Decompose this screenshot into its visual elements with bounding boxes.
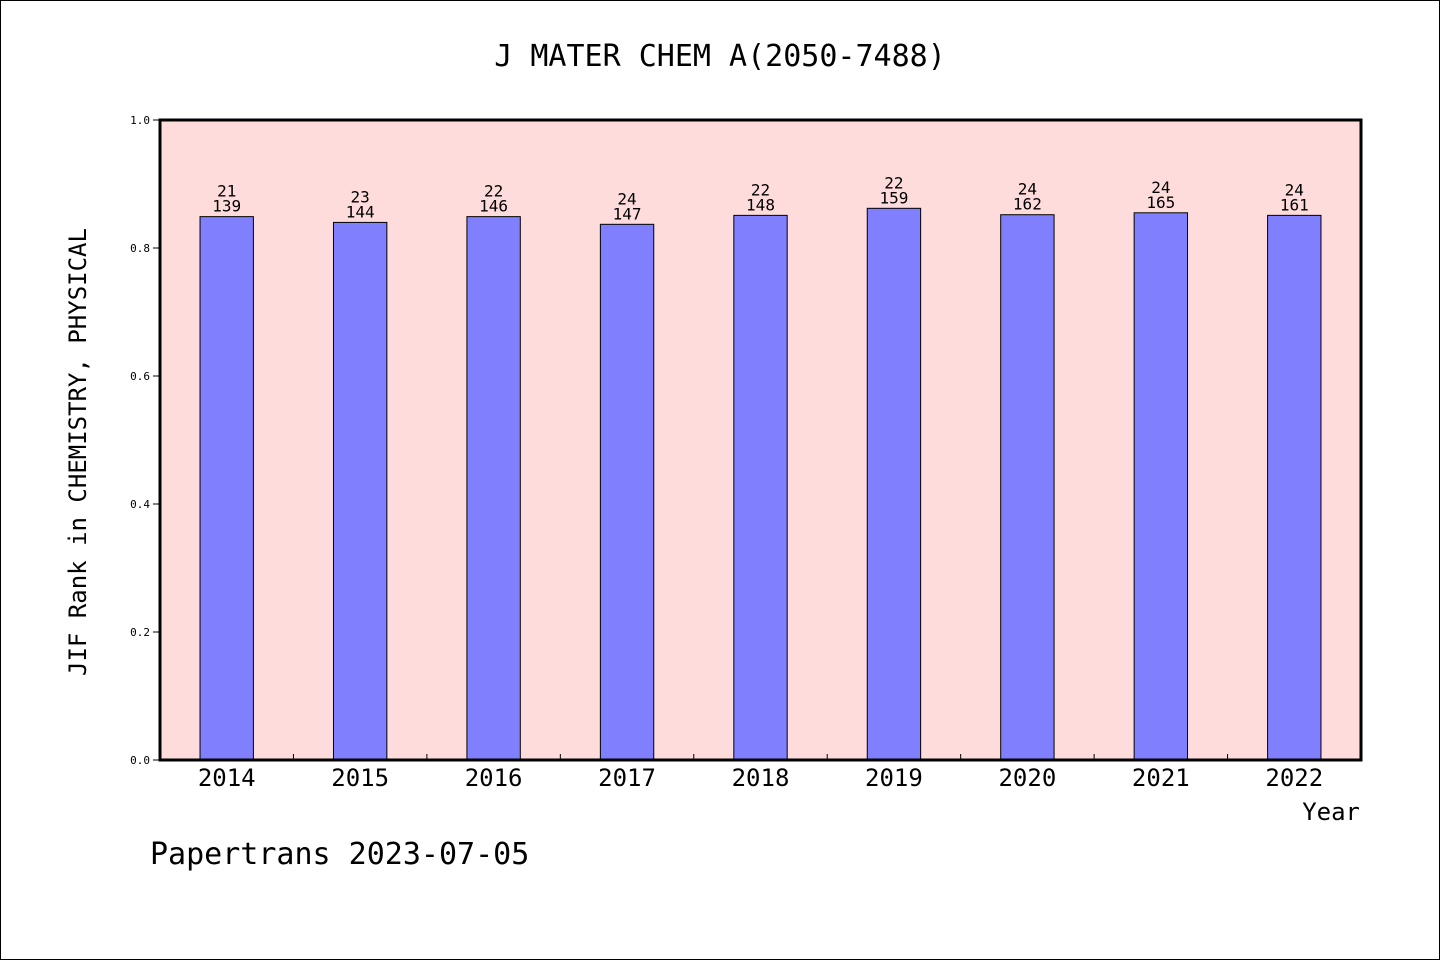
y-tick-label: 1.0 [130, 114, 150, 127]
bar-label-rank-2021: 24 [1151, 178, 1170, 197]
bar-label-rank-2018: 22 [751, 180, 770, 199]
x-tick-label: 2018 [732, 764, 790, 792]
bar-label-total-2016: 146 [479, 197, 508, 216]
bar-2018 [733, 214, 788, 761]
bar-label-total-2017: 147 [613, 204, 642, 223]
bar-label-total-2022: 161 [1280, 195, 1309, 214]
x-tick-label: 2014 [198, 764, 256, 792]
y-tick-label: 0.0 [130, 754, 150, 767]
bar-2015 [332, 221, 388, 761]
bar-label-total-2015: 144 [346, 202, 375, 221]
y-tick-label: 0.4 [130, 498, 150, 511]
bar-label-total-2014: 139 [212, 197, 241, 216]
bar-label-rank-2022: 24 [1285, 180, 1304, 199]
bar-label-total-2018: 148 [746, 195, 775, 214]
bar-label-total-2020: 162 [1013, 195, 1042, 214]
bar-label-rank-2015: 23 [351, 187, 370, 206]
x-tick-label: 2022 [1265, 764, 1323, 792]
footer-watermark: Papertrans 2023-07-05 [150, 837, 529, 872]
x-tick-label: 2017 [598, 764, 656, 792]
plot-border [158, 118, 1363, 762]
bar-2020 [1000, 214, 1055, 761]
bar-label-rank-2020: 24 [1018, 180, 1037, 199]
bar-label-rank-2017: 24 [617, 189, 636, 208]
bar-2016 [466, 216, 521, 761]
bar-2017 [599, 223, 655, 761]
bar-2019 [866, 207, 922, 761]
x-axis-label: Year [1302, 798, 1360, 826]
bar-label-rank-2019: 22 [884, 173, 903, 192]
x-tick-label: 2016 [465, 764, 523, 792]
bar-label-total-2019: 159 [879, 188, 908, 207]
bar-label-rank-2016: 22 [484, 182, 503, 201]
bar-label-rank-2014: 21 [217, 182, 236, 201]
y-tick-label: 0.2 [130, 626, 150, 639]
y-tick-label: 0.6 [130, 370, 150, 383]
y-axis-label: JIF Rank in CHEMISTRY, PHYSICAL [64, 228, 92, 676]
y-tick-label: 0.8 [130, 242, 150, 255]
y-axis: 0.0 0.2 0.4 0.6 0.8 1.0 [130, 114, 160, 767]
x-axis: 2014 2015 2016 2017 2018 2019 2020 2021 2022 [198, 754, 1323, 792]
bar-2021 [1133, 212, 1189, 761]
x-tick-label: 2015 [331, 764, 389, 792]
bar-2014 [199, 216, 254, 761]
x-tick-label: 2019 [865, 764, 923, 792]
bar-label-total-2021: 165 [1146, 193, 1175, 212]
chart-title: J MATER CHEM A(2050-7488) [494, 39, 946, 74]
x-tick-label: 2020 [998, 764, 1056, 792]
bar-2022 [1267, 214, 1322, 761]
x-tick-label: 2021 [1132, 764, 1190, 792]
